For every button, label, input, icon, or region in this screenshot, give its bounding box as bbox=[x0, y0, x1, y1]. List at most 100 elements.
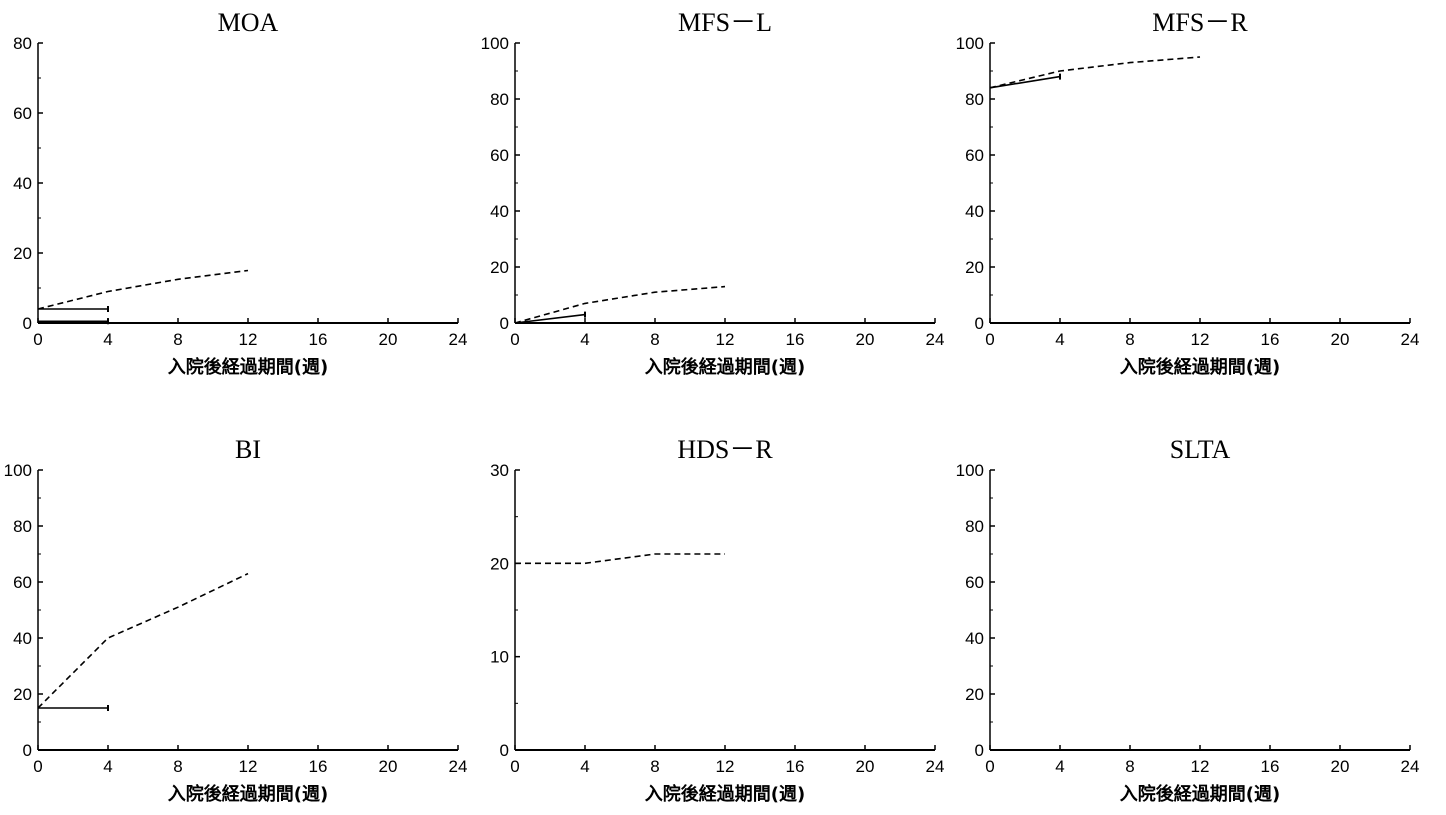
chart-slta: SLTA 0 20 40 60 80 100 0 4 8 12 16 20 24 入院後経過期間(週) bbox=[956, 435, 1420, 805]
y-tick-label: 20 bbox=[965, 685, 984, 704]
x-tick-label: 20 bbox=[379, 757, 398, 776]
y-tick-label: 20 bbox=[490, 258, 509, 277]
x-tick-label: 16 bbox=[309, 757, 328, 776]
x-axis-label: 入院後経過期間(週) bbox=[1120, 783, 1280, 805]
y-tick-label: 0 bbox=[975, 741, 984, 760]
y-tick-label: 100 bbox=[4, 461, 32, 480]
x-axis-label: 入院後経過期間(週) bbox=[1120, 356, 1280, 378]
chart-title: SLTA bbox=[1170, 435, 1231, 464]
x-tick-label: 12 bbox=[239, 757, 258, 776]
y-tick-label: 60 bbox=[490, 146, 509, 165]
x-tick-label: 16 bbox=[786, 330, 805, 349]
x-tick-label: 24 bbox=[1401, 330, 1420, 349]
x-tick-label: 12 bbox=[716, 757, 735, 776]
x-tick-label: 0 bbox=[510, 330, 519, 349]
y-tick-label: 100 bbox=[481, 34, 509, 53]
y-tick-label: 20 bbox=[13, 685, 32, 704]
x-tick-label: 4 bbox=[580, 330, 589, 349]
x-tick-label: 20 bbox=[379, 330, 398, 349]
y-tick-label: 60 bbox=[965, 146, 984, 165]
x-tick-label: 8 bbox=[173, 330, 182, 349]
y-tick-label: 60 bbox=[965, 573, 984, 592]
y-tick-label: 30 bbox=[490, 461, 509, 480]
chart-mfs-l: MFS－L 0 20 40 60 80 100 0 4 8 12 16 20 24 入院後経過期間(週) bbox=[481, 8, 945, 378]
series-line-dashed bbox=[514, 285, 726, 324]
y-tick-label: 60 bbox=[13, 573, 32, 592]
x-tick-label: 20 bbox=[856, 330, 875, 349]
y-tick-label: 40 bbox=[965, 629, 984, 648]
x-tick-label: 0 bbox=[33, 330, 42, 349]
x-tick-label: 8 bbox=[1125, 330, 1134, 349]
y-tick-label: 100 bbox=[956, 34, 984, 53]
x-tick-label: 16 bbox=[786, 757, 805, 776]
chart-title: MFS－R bbox=[1152, 8, 1248, 37]
chart-hds-r: HDS－R 0 10 20 30 0 4 8 12 16 20 24 入院後経過期間(週) bbox=[490, 435, 944, 805]
x-tick-label: 24 bbox=[926, 757, 945, 776]
y-tick-label: 20 bbox=[965, 258, 984, 277]
series-line-dashed bbox=[515, 553, 725, 565]
y-tick-label: 80 bbox=[965, 90, 984, 109]
chart-title: MOA bbox=[218, 8, 279, 37]
x-tick-label: 4 bbox=[103, 757, 112, 776]
x-tick-label: 0 bbox=[985, 757, 994, 776]
x-tick-label: 4 bbox=[1055, 757, 1064, 776]
chart-title: BI bbox=[235, 435, 261, 464]
y-tick-label: 0 bbox=[975, 314, 984, 333]
series-line-solid bbox=[989, 75, 1061, 89]
x-axis-label: 入院後経過期間(週) bbox=[168, 356, 328, 378]
y-tick-label: 80 bbox=[965, 517, 984, 536]
x-tick-label: 0 bbox=[985, 330, 994, 349]
chart-moa: MOA 0 20 40 60 80 0 4 8 12 16 20 24 入院後経過期間(週) bbox=[13, 8, 467, 378]
x-axis-label: 入院後経過期間(週) bbox=[168, 783, 328, 805]
x-tick-label: 8 bbox=[650, 330, 659, 349]
y-tick-label: 40 bbox=[965, 202, 984, 221]
x-tick-label: 12 bbox=[1191, 330, 1210, 349]
x-tick-label: 8 bbox=[1125, 757, 1134, 776]
y-tick-label: 10 bbox=[490, 648, 509, 667]
x-tick-label: 8 bbox=[650, 757, 659, 776]
x-tick-label: 0 bbox=[510, 757, 519, 776]
y-tick-label: 80 bbox=[13, 34, 32, 53]
x-tick-label: 12 bbox=[239, 330, 258, 349]
y-tick-label: 0 bbox=[500, 314, 509, 333]
y-tick-label: 20 bbox=[13, 244, 32, 263]
y-tick-label: 0 bbox=[23, 741, 32, 760]
x-axis-label: 入院後経過期間(週) bbox=[645, 783, 805, 805]
y-tick-label: 0 bbox=[500, 741, 509, 760]
x-tick-label: 0 bbox=[33, 757, 42, 776]
x-tick-label: 24 bbox=[1401, 757, 1420, 776]
y-tick-label: 80 bbox=[13, 517, 32, 536]
x-tick-label: 16 bbox=[1261, 330, 1280, 349]
x-tick-label: 4 bbox=[1055, 330, 1064, 349]
y-tick-label: 0 bbox=[23, 314, 32, 333]
y-tick-label: 60 bbox=[13, 104, 32, 123]
chart-title: MFS－L bbox=[678, 8, 772, 37]
series-line-dashed bbox=[37, 572, 249, 709]
series-line-dashed bbox=[989, 56, 1201, 89]
series-line-dashed bbox=[37, 269, 249, 310]
chart-mfs-r: MFS－R 0 20 40 60 80 100 0 4 8 12 16 20 24 入院後経過期間(週) bbox=[956, 8, 1420, 378]
chart-bi: BI 0 20 40 60 80 100 0 4 8 12 16 20 24 入院後経過期間(週) bbox=[4, 435, 468, 805]
y-tick-label: 20 bbox=[490, 554, 509, 573]
y-tick-label: 100 bbox=[956, 461, 984, 480]
x-tick-label: 4 bbox=[103, 330, 112, 349]
x-tick-label: 24 bbox=[449, 330, 468, 349]
x-tick-label: 24 bbox=[926, 330, 945, 349]
x-tick-label: 20 bbox=[1331, 757, 1350, 776]
x-tick-label: 4 bbox=[580, 757, 589, 776]
chart-title: HDS－R bbox=[677, 435, 773, 464]
y-tick-label: 80 bbox=[490, 90, 509, 109]
x-tick-label: 16 bbox=[1261, 757, 1280, 776]
y-tick-label: 40 bbox=[490, 202, 509, 221]
x-tick-label: 12 bbox=[716, 330, 735, 349]
x-tick-label: 20 bbox=[856, 757, 875, 776]
y-tick-label: 40 bbox=[13, 629, 32, 648]
x-tick-label: 20 bbox=[1331, 330, 1350, 349]
x-tick-label: 8 bbox=[173, 757, 182, 776]
y-tick-label: 40 bbox=[13, 174, 32, 193]
series-line-solid bbox=[514, 313, 586, 324]
x-axis-label: 入院後経過期間(週) bbox=[645, 356, 805, 378]
x-tick-label: 24 bbox=[449, 757, 468, 776]
x-tick-label: 16 bbox=[309, 330, 328, 349]
